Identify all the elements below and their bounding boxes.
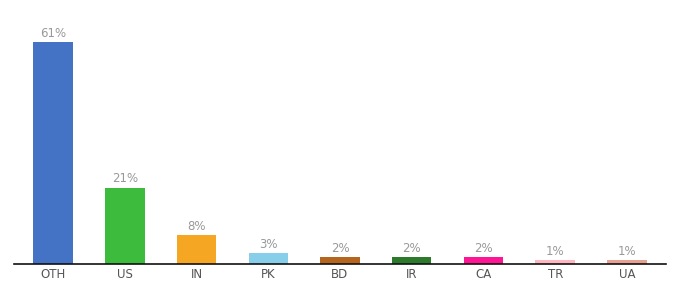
Bar	[607, 260, 647, 264]
Bar	[392, 257, 432, 264]
Text: 2%: 2%	[403, 242, 421, 254]
Text: 1%: 1%	[617, 245, 636, 258]
Text: 61%: 61%	[40, 27, 66, 40]
Text: 21%: 21%	[112, 172, 138, 185]
Bar	[320, 257, 360, 264]
Text: 1%: 1%	[546, 245, 564, 258]
Text: 2%: 2%	[474, 242, 493, 254]
Bar	[105, 188, 145, 264]
Text: 8%: 8%	[187, 220, 206, 233]
Bar	[248, 253, 288, 264]
Text: 3%: 3%	[259, 238, 277, 251]
Bar	[177, 235, 216, 264]
Bar	[535, 260, 575, 264]
Bar	[464, 257, 503, 264]
Bar	[33, 42, 73, 264]
Text: 2%: 2%	[330, 242, 350, 254]
